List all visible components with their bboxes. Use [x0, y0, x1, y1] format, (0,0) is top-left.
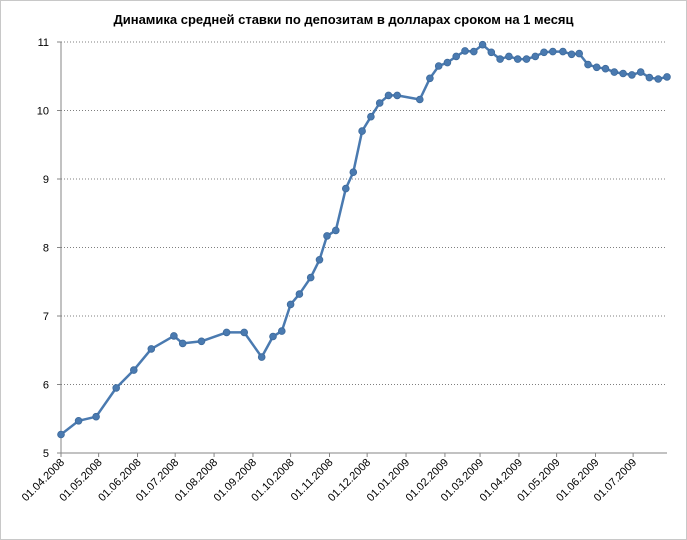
data-point: [315, 255, 324, 264]
data-point: [286, 300, 295, 309]
data-point: [178, 339, 187, 348]
data-point: [469, 47, 478, 56]
data-point: [306, 273, 315, 282]
data-point: [331, 226, 340, 235]
data-point: [240, 328, 249, 337]
chart-title: Динамика средней ставки по депозитам в д…: [113, 12, 574, 27]
data-point: [610, 68, 619, 76]
data-point: [636, 68, 645, 76]
data-point: [74, 416, 83, 425]
axes: [57, 41, 667, 457]
data-point: [222, 328, 231, 337]
data-point: [513, 55, 522, 63]
y-tick-labels: 5 6 7 8 9 10 11: [37, 37, 49, 460]
data-point: [323, 232, 331, 240]
data-point: [628, 71, 636, 79]
data-point: [567, 50, 576, 59]
y-tick-label: 6: [43, 380, 49, 392]
data-point: [487, 48, 496, 57]
x-tick-labels: 01.04.200801.05.200801.06.200801.07.2008…: [20, 457, 640, 504]
data-point: [496, 55, 504, 63]
y-tick-label: 9: [43, 174, 49, 186]
data-point: [170, 332, 178, 340]
data-point: [443, 58, 452, 67]
data-point: [295, 290, 304, 298]
data-point: [269, 332, 277, 341]
data-point: [384, 91, 393, 100]
data-point: [92, 412, 100, 421]
data-point: [277, 327, 286, 335]
data-point: [375, 99, 384, 107]
data-point: [358, 127, 366, 135]
data-point: [601, 64, 610, 73]
series-line: [60, 43, 668, 436]
data-point: [461, 47, 469, 55]
gridlines: [61, 41, 667, 385]
data-point: [341, 184, 350, 193]
data-point: [57, 430, 65, 439]
data-point: [548, 47, 557, 56]
data-point: [367, 112, 375, 121]
data-point: [654, 75, 662, 83]
y-tick-label: 11: [38, 37, 49, 49]
y-tick-label: 10: [37, 106, 49, 118]
data-point: [531, 52, 540, 61]
series: [57, 40, 671, 439]
data-point: [645, 73, 654, 82]
data-point: [426, 74, 434, 83]
data-point: [112, 384, 120, 392]
data-point: [663, 73, 671, 81]
y-tick-label: 5: [43, 448, 49, 460]
data-point: [540, 48, 548, 57]
data-point: [592, 63, 601, 72]
data-point: [393, 91, 402, 100]
data-point: [197, 337, 206, 346]
data-point: [575, 49, 583, 58]
data-point: [415, 95, 424, 104]
data-point: [505, 52, 513, 61]
data-point: [478, 40, 487, 49]
data-point: [434, 62, 443, 70]
y-tick-label: 8: [43, 243, 49, 255]
data-point: [130, 366, 138, 374]
data-point: [559, 47, 567, 56]
y-tick-label: 7: [43, 311, 49, 323]
data-point: [257, 353, 266, 361]
data-point: [584, 60, 592, 69]
data-point: [349, 168, 358, 177]
data-point: [452, 52, 461, 61]
data-point: [619, 69, 627, 78]
data-point: [522, 55, 531, 63]
data-point: [147, 345, 156, 353]
